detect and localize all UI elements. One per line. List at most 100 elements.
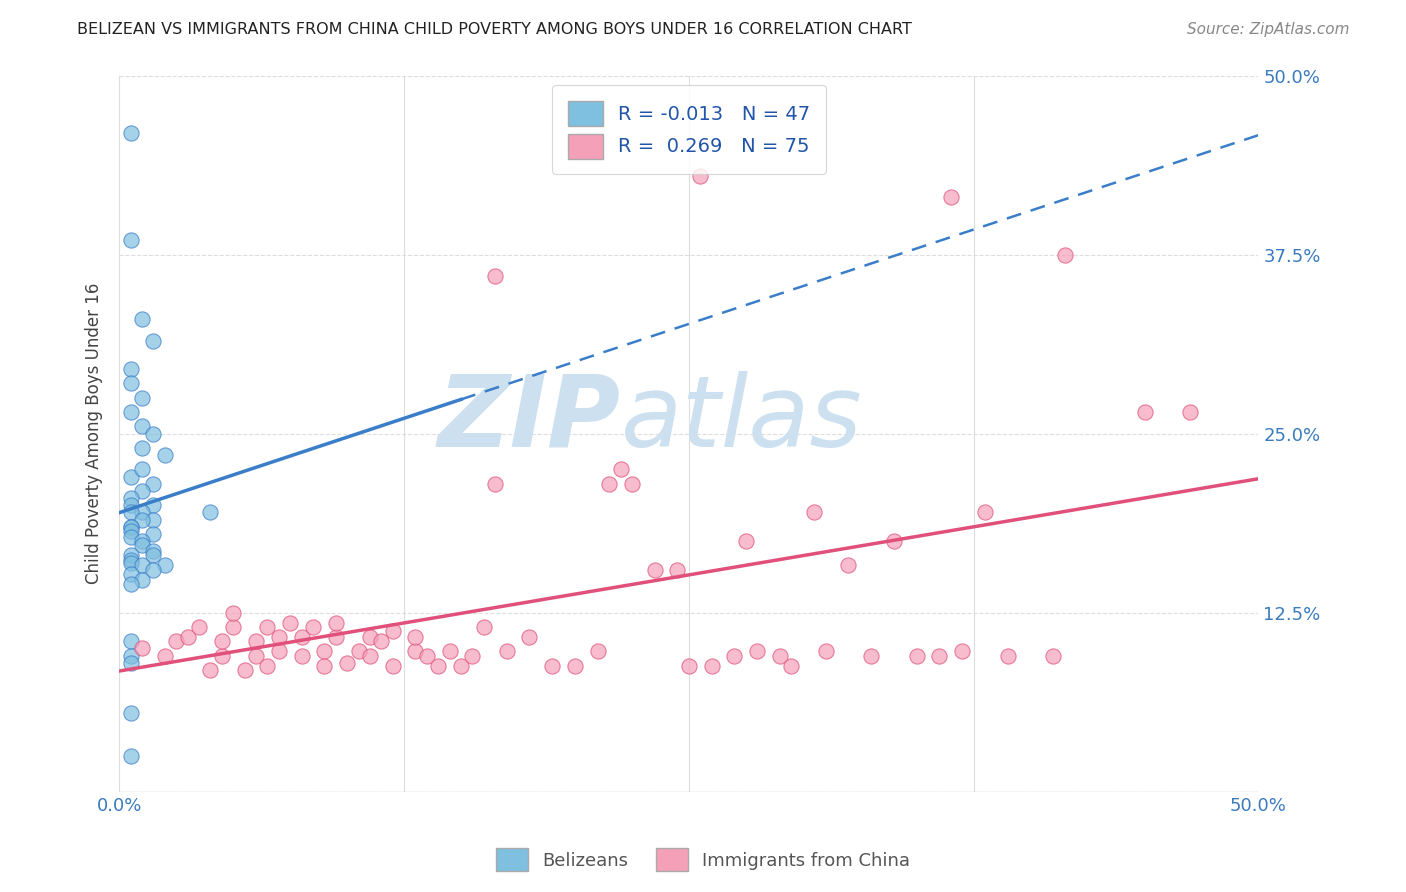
Point xyxy=(325,615,347,630)
Point xyxy=(450,658,472,673)
Point xyxy=(188,620,211,634)
Point xyxy=(120,530,142,544)
Point xyxy=(723,648,745,663)
Point xyxy=(1053,247,1076,261)
Point xyxy=(267,630,290,644)
Point xyxy=(131,312,153,326)
Point xyxy=(734,534,756,549)
Point xyxy=(245,648,267,663)
Point xyxy=(120,362,142,376)
Point xyxy=(689,169,711,183)
Point xyxy=(131,538,153,552)
Point xyxy=(142,563,165,577)
Point xyxy=(598,476,620,491)
Point xyxy=(997,648,1019,663)
Point xyxy=(336,656,359,670)
Point xyxy=(564,658,586,673)
Point xyxy=(404,630,426,644)
Point xyxy=(120,556,142,570)
Point xyxy=(120,648,142,663)
Point xyxy=(120,524,142,538)
Point xyxy=(700,658,723,673)
Point xyxy=(278,615,301,630)
Point xyxy=(142,544,165,558)
Point xyxy=(131,419,153,434)
Point xyxy=(678,658,700,673)
Point xyxy=(905,648,928,663)
Point xyxy=(747,644,769,658)
Point xyxy=(120,552,142,566)
Point xyxy=(131,512,153,526)
Point xyxy=(142,476,165,491)
Point xyxy=(131,391,153,405)
Point xyxy=(142,549,165,563)
Text: ZIP: ZIP xyxy=(437,371,620,467)
Point xyxy=(211,648,233,663)
Point xyxy=(120,498,142,512)
Point xyxy=(769,648,792,663)
Point xyxy=(142,426,165,441)
Point xyxy=(120,706,142,720)
Point xyxy=(200,663,222,677)
Point xyxy=(131,641,153,656)
Point xyxy=(233,663,256,677)
Point xyxy=(131,483,153,498)
Point xyxy=(153,448,176,462)
Point xyxy=(120,577,142,591)
Point xyxy=(267,644,290,658)
Point xyxy=(131,441,153,455)
Point xyxy=(359,648,381,663)
Point xyxy=(120,519,142,533)
Point xyxy=(609,462,631,476)
Point xyxy=(484,476,506,491)
Point xyxy=(974,505,997,519)
Point xyxy=(120,505,142,519)
Point xyxy=(950,644,973,658)
Point xyxy=(803,505,825,519)
Point xyxy=(381,658,404,673)
Point xyxy=(928,648,950,663)
Point xyxy=(939,190,962,204)
Point xyxy=(142,334,165,348)
Point xyxy=(837,558,859,573)
Point xyxy=(120,233,142,247)
Point xyxy=(142,527,165,541)
Point xyxy=(644,563,666,577)
Point xyxy=(120,491,142,505)
Point xyxy=(404,644,426,658)
Point xyxy=(780,658,803,673)
Point xyxy=(519,630,541,644)
Point xyxy=(142,498,165,512)
Point xyxy=(131,534,153,549)
Point xyxy=(120,376,142,391)
Point xyxy=(222,606,245,620)
Point xyxy=(120,566,142,581)
Point xyxy=(1042,648,1064,663)
Point xyxy=(814,644,837,658)
Point xyxy=(439,644,461,658)
Point xyxy=(131,462,153,476)
Point xyxy=(1178,405,1201,419)
Text: BELIZEAN VS IMMIGRANTS FROM CHINA CHILD POVERTY AMONG BOYS UNDER 16 CORRELATION : BELIZEAN VS IMMIGRANTS FROM CHINA CHILD … xyxy=(77,22,912,37)
Point xyxy=(120,126,142,140)
Point xyxy=(290,630,312,644)
Point xyxy=(1133,405,1156,419)
Point xyxy=(416,648,439,663)
Point xyxy=(131,558,153,573)
Point xyxy=(165,634,187,648)
Point xyxy=(586,644,609,658)
Point xyxy=(314,658,336,673)
Point xyxy=(222,620,245,634)
Point xyxy=(427,658,450,673)
Point xyxy=(860,648,883,663)
Point xyxy=(461,648,484,663)
Point xyxy=(666,563,689,577)
Point xyxy=(131,573,153,587)
Point xyxy=(314,644,336,658)
Point xyxy=(347,644,370,658)
Text: atlas: atlas xyxy=(620,371,862,467)
Point xyxy=(256,620,278,634)
Point xyxy=(359,630,381,644)
Text: Source: ZipAtlas.com: Source: ZipAtlas.com xyxy=(1187,22,1350,37)
Point xyxy=(325,630,347,644)
